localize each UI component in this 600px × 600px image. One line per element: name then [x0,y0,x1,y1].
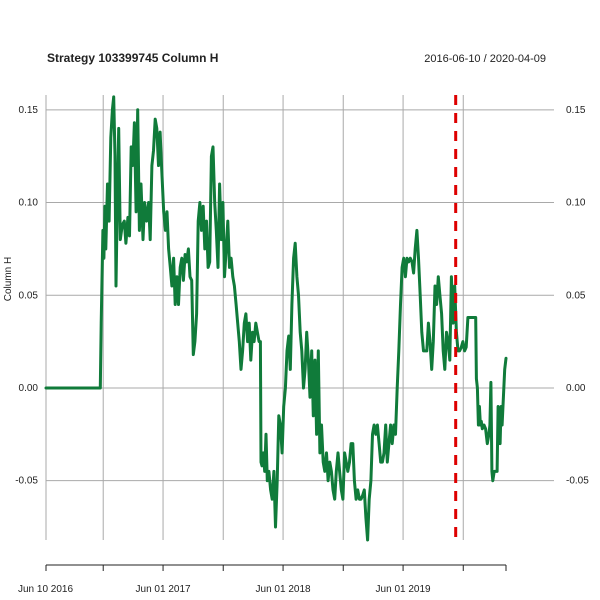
x-tick-label: Jun 01 2017 [136,584,191,595]
y-tick-label-right: 0.10 [566,198,586,209]
x-tick-label: Jun 01 2018 [256,584,311,595]
grid [45,95,554,540]
y-tick-label-right: -0.05 [566,476,589,487]
x-tick-label: Jun 10 2016 [18,584,73,595]
y-tick-label-right: 0.05 [566,290,586,301]
y-tick-label-left: -0.05 [15,476,38,487]
series-line [44,95,508,542]
y-tick-label-left: 0.10 [19,198,39,209]
chart-date-range: 2016-06-10 / 2020-04-09 [424,53,546,65]
y-tick-label-right: 0.15 [566,105,586,116]
y-tick-label-left: 0.00 [19,383,39,394]
y-tick-label-left: 0.15 [19,105,39,116]
axes: -0.05 -0.05 0.00 0.00 0.05 0.05 0.10 0.10 0.15 0.… [15,105,589,595]
y-axis-label: Column H [3,257,14,301]
y-tick-label-left: 0.05 [19,290,39,301]
x-tick-label: Jun 01 2019 [376,584,431,595]
chart-title: Strategy 103399745 Column H [47,51,218,65]
series-layer [44,95,508,542]
y-tick-label-right: 0.00 [566,383,586,394]
